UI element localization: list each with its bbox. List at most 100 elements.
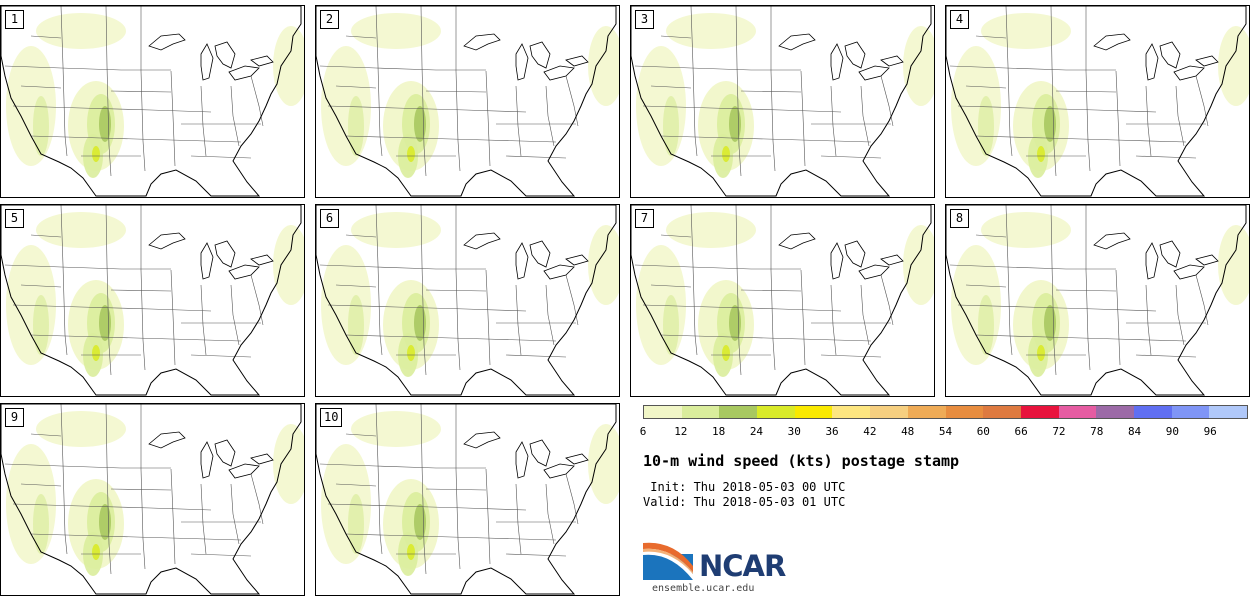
state-boundary xyxy=(345,533,557,541)
state-boundary xyxy=(105,6,112,177)
state-boundary xyxy=(375,205,383,356)
colorbar-swatch xyxy=(945,406,984,418)
state-boundary xyxy=(800,70,806,167)
colorbar-tick-label: 24 xyxy=(749,425,764,438)
state-boundary xyxy=(455,6,461,172)
state-boundary xyxy=(345,35,377,39)
member-label: 1 xyxy=(5,10,24,29)
state-boundary xyxy=(949,65,1116,71)
colorbar-tick-label: 12 xyxy=(674,425,688,438)
wind-speed-contour xyxy=(414,504,426,540)
wind-speed-contour xyxy=(1218,225,1249,305)
state-boundary xyxy=(545,483,555,545)
state-boundary xyxy=(425,90,487,93)
state-boundary xyxy=(975,234,1007,238)
wind-speed-contour xyxy=(99,504,111,540)
member-panel-3: 3 xyxy=(630,5,935,198)
great-lake xyxy=(1145,43,1159,81)
coastline xyxy=(631,6,932,197)
ncar-logo xyxy=(643,542,693,580)
coastline xyxy=(631,205,932,396)
coastline xyxy=(1,205,302,396)
state-boundary xyxy=(1050,6,1057,177)
state-boundary xyxy=(12,105,212,113)
great-lake xyxy=(200,242,214,280)
state-boundary xyxy=(740,289,802,292)
colorbar-tick-label: 54 xyxy=(938,425,953,438)
great-lake xyxy=(543,65,575,81)
wind-speed-contour xyxy=(729,305,741,341)
wind-speed-map xyxy=(316,404,619,595)
coastline xyxy=(316,404,617,595)
state-boundary xyxy=(200,284,207,356)
wind-speed-map xyxy=(316,6,619,197)
state-boundary xyxy=(965,284,1007,288)
member-panel-4: 4 xyxy=(945,5,1250,198)
wind-speed-contour xyxy=(351,13,441,49)
wind-speed-contour xyxy=(351,212,441,248)
great-lake xyxy=(148,33,186,51)
state-boundary xyxy=(110,488,172,491)
wind-speed-contour xyxy=(348,96,364,156)
state-boundary xyxy=(12,503,212,511)
colorbar-tick-label: 96 xyxy=(1203,425,1217,438)
colorbar-tick-label: 18 xyxy=(712,425,726,438)
state-boundary xyxy=(375,404,383,555)
great-lake xyxy=(529,439,551,467)
great-lake xyxy=(148,232,186,250)
wind-speed-contour xyxy=(903,225,934,305)
state-boundary xyxy=(660,135,872,143)
wind-speed-contour xyxy=(1037,345,1045,361)
state-boundary xyxy=(957,105,1157,113)
state-boundary xyxy=(880,75,894,127)
state-boundary xyxy=(830,85,837,157)
state-boundary xyxy=(957,304,1157,312)
state-boundary xyxy=(319,65,486,71)
wind-speed-contour xyxy=(92,544,100,560)
state-boundary xyxy=(690,205,698,356)
state-boundary xyxy=(1005,6,1013,157)
state-boundary xyxy=(250,75,264,127)
state-boundary xyxy=(965,85,1007,89)
state-boundary xyxy=(1145,284,1152,356)
great-lake xyxy=(565,254,589,266)
great-lake xyxy=(250,453,274,465)
wind-speed-contour xyxy=(1044,305,1056,341)
state-boundary xyxy=(1085,205,1091,371)
great-lake xyxy=(515,441,529,479)
state-boundary xyxy=(770,205,776,371)
great-lake xyxy=(1093,232,1131,250)
wind-speed-map xyxy=(1,404,304,595)
wind-speed-contour xyxy=(407,345,415,361)
wind-speed-contour xyxy=(722,345,730,361)
state-boundary xyxy=(660,234,692,238)
state-boundary xyxy=(30,433,62,437)
member-label: 10 xyxy=(320,408,343,427)
member-label: 5 xyxy=(5,209,24,228)
state-boundary xyxy=(140,404,146,570)
state-boundary xyxy=(800,269,806,366)
state-boundary xyxy=(1195,274,1209,326)
wind-speed-contour xyxy=(588,424,619,504)
wind-speed-map xyxy=(631,205,934,396)
member-label: 6 xyxy=(320,209,339,228)
state-boundary xyxy=(1115,70,1121,167)
colorbar-tick-label: 90 xyxy=(1165,425,1179,438)
state-boundary xyxy=(4,463,171,469)
wind-speed-contour xyxy=(92,146,100,162)
state-boundary xyxy=(485,468,491,565)
colorbar-tick-label: 72 xyxy=(1052,425,1066,438)
state-boundary xyxy=(200,483,207,555)
state-boundary xyxy=(735,205,742,376)
state-boundary xyxy=(975,35,1007,39)
state-boundary xyxy=(230,85,240,147)
site-url[interactable]: ensemble.ucar.edu xyxy=(652,583,755,594)
wind-speed-contour xyxy=(663,295,679,355)
great-lake xyxy=(515,242,529,280)
coastline xyxy=(946,205,1247,396)
state-boundary xyxy=(1055,289,1117,292)
wind-speed-contour xyxy=(273,225,304,305)
state-boundary xyxy=(975,135,1187,143)
state-boundary xyxy=(485,70,491,167)
state-boundary xyxy=(505,155,567,159)
